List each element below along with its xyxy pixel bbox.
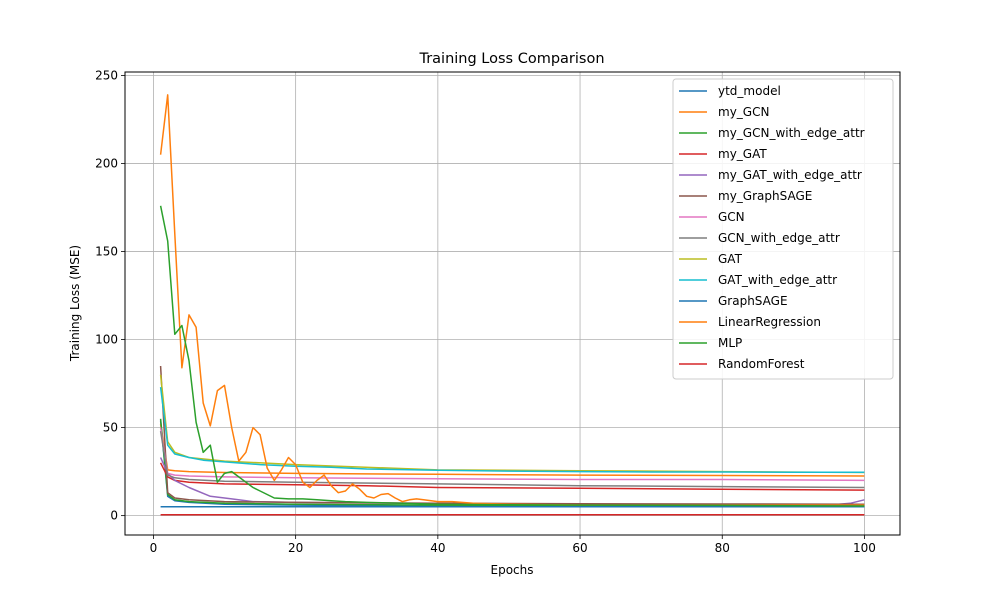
y-tick-label-1: 50	[103, 421, 118, 435]
legend-label-LinearRegression: LinearRegression	[718, 315, 821, 329]
series-line-MLP	[159, 205, 865, 507]
series-line-GCN	[159, 427, 865, 482]
legend-label-GraphSAGE: GraphSAGE	[718, 294, 788, 308]
legend-label-my_GraphSAGE: my_GraphSAGE	[718, 189, 812, 203]
series-line-my_GAT	[159, 462, 865, 491]
legend-label-my_GCN: my_GCN	[718, 105, 769, 119]
legend-label-ytd_model: ytd_model	[718, 84, 781, 98]
y-tick-label-4: 200	[95, 157, 118, 171]
series-line-LinearRegression	[159, 94, 865, 506]
legend-label-my_GAT_with_edge_attr: my_GAT_with_edge_attr	[718, 168, 862, 182]
y-axis-label: Training Loss (MSE)	[68, 245, 82, 362]
legend-box	[672, 78, 894, 380]
series-lines	[159, 94, 865, 516]
chart-title: Training Loss Comparison	[418, 51, 604, 67]
legend-label-my_GAT: my_GAT	[718, 147, 767, 161]
series-line-GAT	[159, 374, 865, 474]
y-tick-label-5: 250	[95, 69, 118, 83]
legend-label-GCN_with_edge_attr: GCN_with_edge_attr	[718, 231, 840, 245]
legend-label-my_GCN_with_edge_attr: my_GCN_with_edge_attr	[718, 126, 865, 140]
legend-label-GAT: GAT	[718, 252, 743, 266]
legend-label-GAT_with_edge_attr: GAT_with_edge_attr	[718, 273, 837, 287]
x-tick-label-0: 0	[150, 541, 158, 555]
plot-area-frame	[124, 71, 901, 536]
x-tick-label-1: 20	[288, 541, 303, 555]
axis-ticks: 0 20 40 60 80 100 0 50 100 150 200 250	[95, 69, 876, 555]
y-tick-label-3: 150	[95, 245, 118, 259]
legend-label-RandomForest: RandomForest	[718, 357, 805, 371]
series-line-my_GraphSAGE	[159, 365, 865, 505]
x-tick-label-4: 80	[715, 541, 730, 555]
legend-label-GCN: GCN	[718, 210, 745, 224]
legend-label-MLP: MLP	[718, 336, 742, 350]
y-tick-label-2: 100	[95, 333, 118, 347]
x-axis-label: Epochs	[491, 563, 534, 577]
x-tick-label-2: 40	[430, 541, 445, 555]
legend: ytd_model my_GCN my_GCN_with_edge_attr my_G…	[672, 78, 894, 380]
series-line-my_GCN	[159, 423, 865, 477]
series-line-GAT_with_edge_attr	[159, 387, 865, 474]
x-tick-label-3: 60	[572, 541, 587, 555]
y-tick-label-0: 0	[110, 509, 118, 523]
series-line-GCN_with_edge_attr	[159, 430, 865, 489]
x-tick-label-5: 100	[853, 541, 876, 555]
